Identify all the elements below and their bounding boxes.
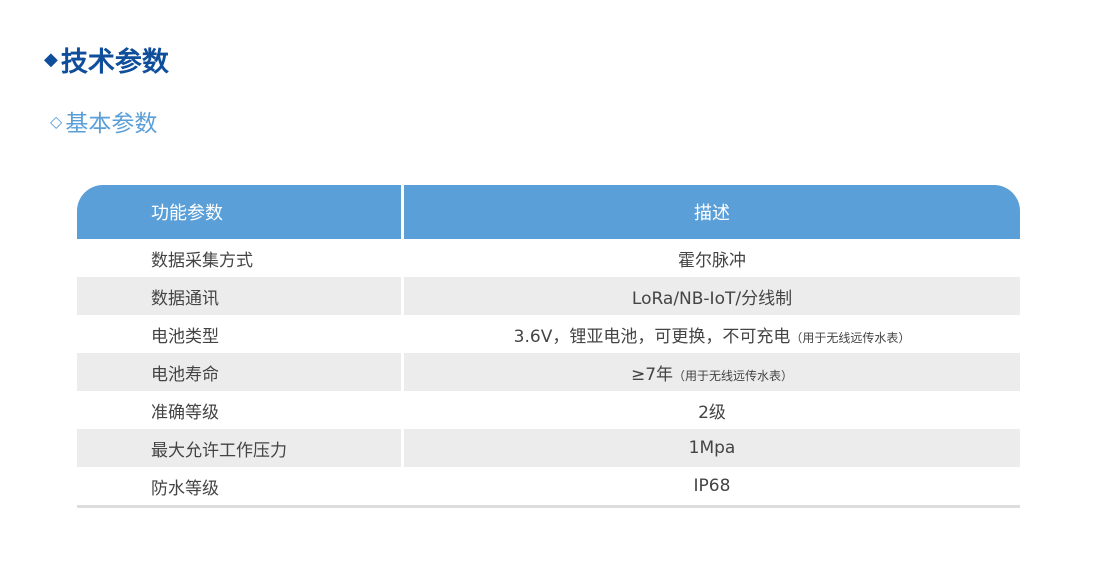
- desc-text: IP68: [693, 476, 731, 496]
- desc-cell: ≥7年（用于无线远传水表）: [402, 353, 1020, 391]
- spec-table: 功能参数 描述 数据采集方式 霍尔脉冲数据通讯 LoRa/NB-IoT/分线制电池类…: [77, 185, 1020, 508]
- desc-text: 2级: [698, 402, 726, 423]
- table-row: 防水等级 IP68: [77, 467, 1020, 508]
- table-row: 电池类型 3.6V，锂亚电池，可更换，不可充电（用于无线远传水表）: [77, 315, 1020, 353]
- param-cell: 准确等级: [77, 391, 404, 429]
- desc-text: LoRa/NB-IoT/分线制: [631, 288, 793, 309]
- desc-note: （用于无线远传水表）: [790, 330, 911, 345]
- header-desc: 描述: [402, 185, 1020, 239]
- desc-text: 3.6V，锂亚电池，可更换，不可充电: [513, 326, 791, 347]
- param-cell: 防水等级: [77, 467, 404, 508]
- desc-text: ≥7年: [630, 364, 674, 385]
- filled-diamond-icon: ◆: [44, 49, 58, 70]
- param-cell: 数据采集方式: [77, 239, 404, 277]
- header-param: 功能参数: [77, 185, 404, 239]
- desc-cell: 2级: [403, 391, 1021, 429]
- param-cell: 电池类型: [77, 315, 404, 353]
- table-row: 准确等级 2级: [77, 391, 1020, 429]
- outline-diamond-icon: ◇: [50, 111, 63, 131]
- desc-text: 霍尔脉冲: [678, 250, 746, 271]
- table-row: 电池寿命 ≥7年（用于无线远传水表）: [77, 353, 1020, 391]
- desc-text: 1Mpa: [688, 438, 736, 458]
- table-row: 数据通讯 LoRa/NB-IoT/分线制: [77, 277, 1020, 315]
- section-title: ◆ 技术参数: [44, 40, 169, 79]
- section-title-text: 技术参数: [60, 47, 169, 78]
- desc-cell: 霍尔脉冲: [403, 239, 1021, 277]
- subsection-title: ◇ 基本参数: [50, 104, 157, 138]
- table-row: 最大允许工作压力 1Mpa: [77, 429, 1020, 467]
- param-cell: 最大允许工作压力: [77, 429, 404, 467]
- subsection-title-text: 基本参数: [65, 111, 158, 137]
- desc-cell: 3.6V，锂亚电池，可更换，不可充电（用于无线远传水表）: [403, 315, 1021, 353]
- param-cell: 数据通讯: [77, 277, 404, 315]
- param-cell: 电池寿命: [77, 353, 404, 391]
- desc-note: （用于无线远传水表）: [673, 368, 794, 383]
- desc-cell: LoRa/NB-IoT/分线制: [402, 277, 1020, 315]
- desc-cell: IP68: [402, 467, 1020, 508]
- table-row: 数据采集方式 霍尔脉冲: [77, 239, 1020, 277]
- desc-cell: 1Mpa: [402, 429, 1020, 467]
